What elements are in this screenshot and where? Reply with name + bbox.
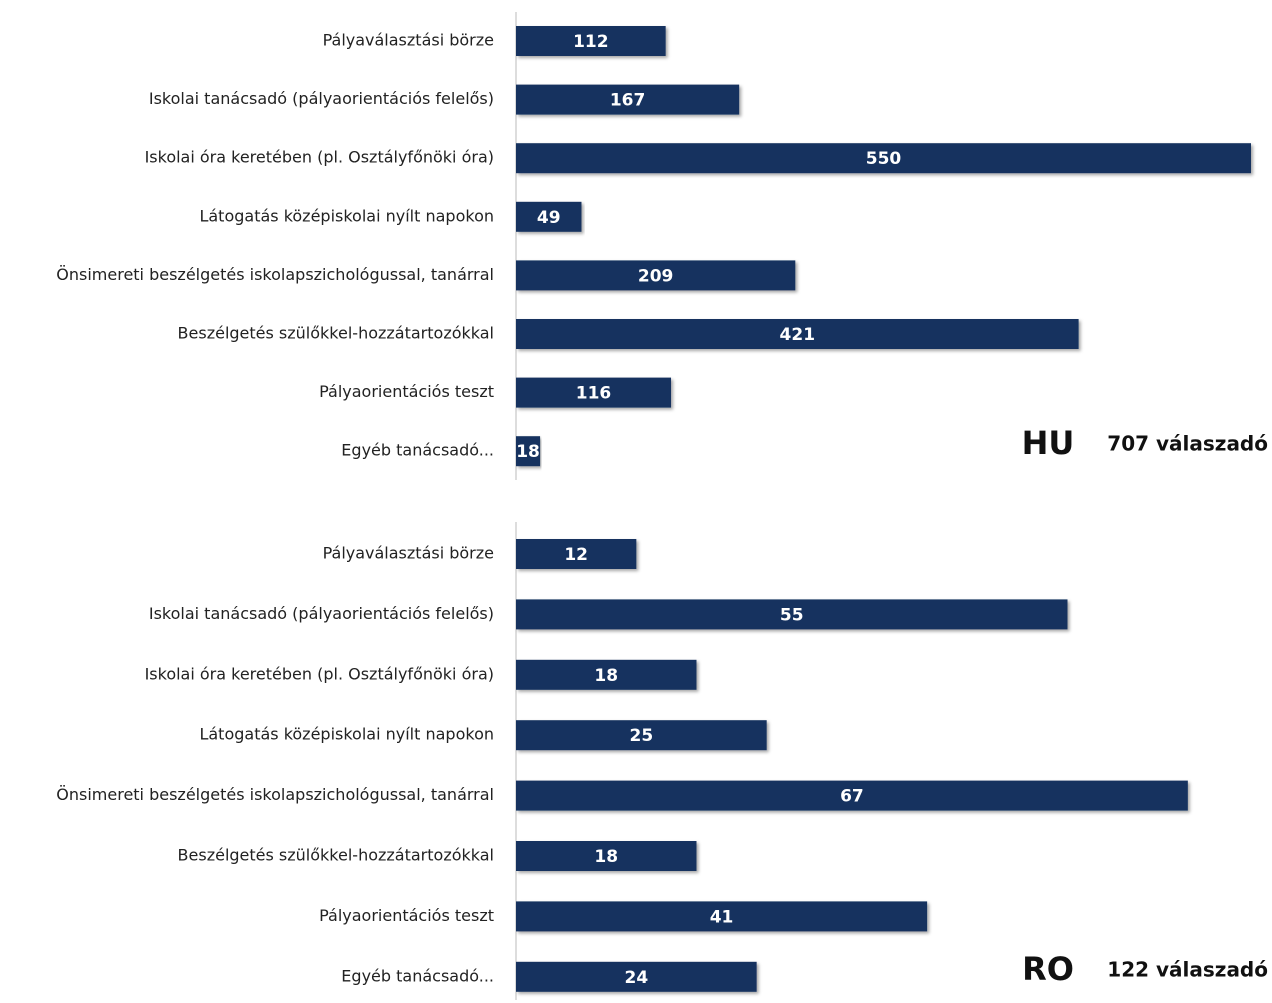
value-label: 12 <box>564 545 588 565</box>
bar <box>516 436 541 467</box>
bar <box>516 260 796 291</box>
value-label: 24 <box>624 968 648 988</box>
bar <box>516 201 582 232</box>
value-label: 112 <box>573 32 609 52</box>
value-label: 209 <box>638 266 674 286</box>
category-label: Látogatás középiskolai nyílt napokon <box>199 206 494 225</box>
category-label: Pályaválasztási börze <box>323 31 494 50</box>
category-label: Iskolai tanácsadó (pályaorientációs fele… <box>149 89 494 108</box>
bar <box>516 599 1068 630</box>
bar <box>516 780 1188 811</box>
value-label: 116 <box>576 384 612 404</box>
category-label: Pályaválasztási börze <box>323 544 494 563</box>
bar <box>516 377 672 408</box>
bar <box>516 143 1251 174</box>
value-label: 18 <box>516 442 540 462</box>
category-label: Önsimereti beszélgetés iskolapszichológu… <box>56 265 494 284</box>
category-label: Pályaorientációs teszt <box>319 382 494 401</box>
category-label: Iskolai tanácsadó (pályaorientációs fele… <box>149 604 494 623</box>
value-label: 25 <box>630 726 654 746</box>
category-label: Iskolai óra keretében (pl. Osztályfőnöki… <box>145 664 494 683</box>
value-label: 167 <box>610 91 646 111</box>
bar <box>516 319 1079 349</box>
value-label: 67 <box>840 787 864 807</box>
value-label: 55 <box>780 605 804 625</box>
category-label: Iskolai óra keretében (pl. Osztályfőnöki… <box>145 148 494 167</box>
value-label: 18 <box>594 847 618 867</box>
region-label: HU <box>1022 424 1075 462</box>
category-label: Pályaorientációs teszt <box>319 906 494 925</box>
respondents-label: 122 válaszadó <box>1107 957 1268 981</box>
value-label: 18 <box>594 666 618 686</box>
category-label: Önsimereti beszélgetés iskolapszichológu… <box>56 785 494 804</box>
bar <box>516 961 757 992</box>
value-label: 421 <box>780 325 816 345</box>
category-label: Egyéb tanácsadó... <box>341 966 494 985</box>
value-label: 550 <box>866 149 902 169</box>
category-label: Beszélgetés szülőkkel-hozzátartozókkal <box>178 846 494 865</box>
category-label: Látogatás középiskolai nyílt napokon <box>199 725 494 744</box>
bar <box>516 84 740 115</box>
bar <box>516 720 767 751</box>
value-label: 49 <box>537 208 561 228</box>
bar <box>516 659 697 690</box>
region-label: RO <box>1022 950 1074 988</box>
value-label: 41 <box>710 907 734 927</box>
bar <box>516 26 666 56</box>
bar <box>516 539 637 569</box>
category-label: Egyéb tanácsadó... <box>341 441 494 460</box>
respondents-label: 707 válaszadó <box>1107 432 1268 456</box>
bar <box>516 841 697 871</box>
bar <box>516 901 928 932</box>
category-label: Beszélgetés szülőkkel-hozzátartozókkal <box>178 324 494 343</box>
